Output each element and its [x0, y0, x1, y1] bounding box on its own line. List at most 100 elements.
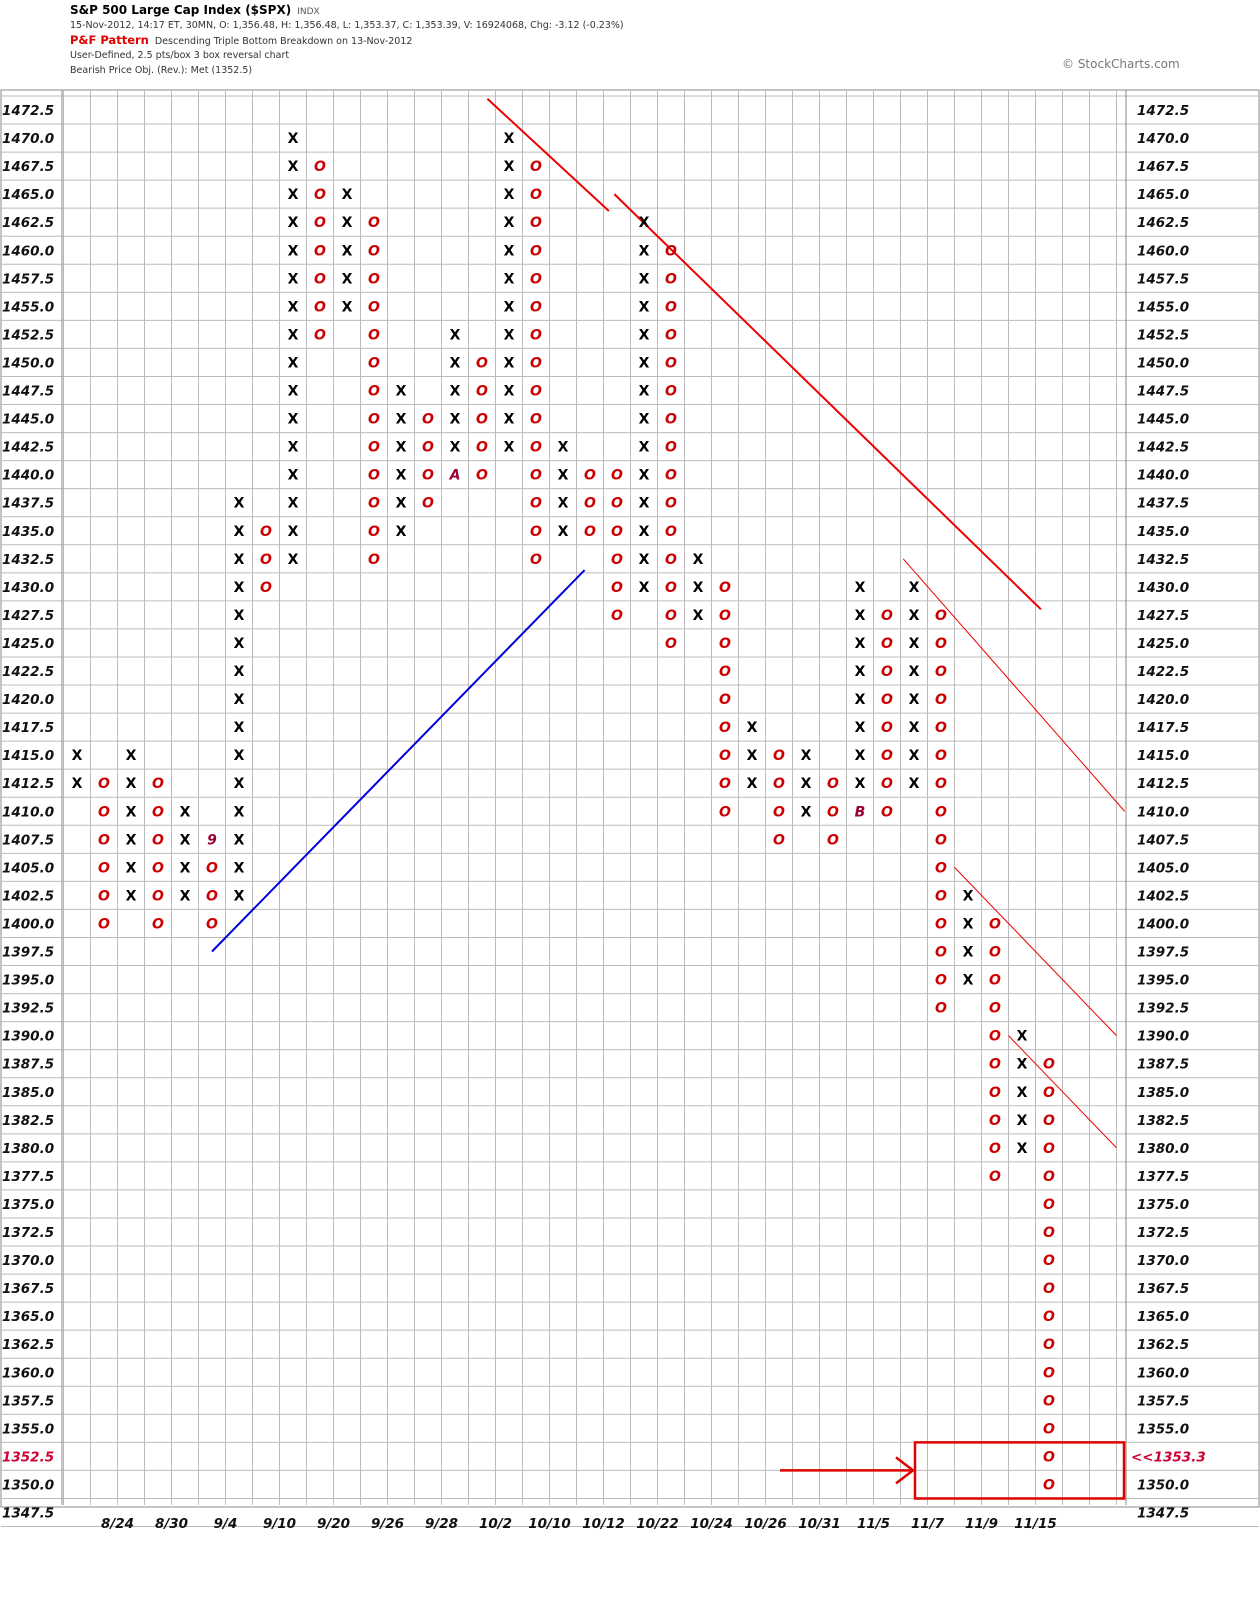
x-mark: X [234, 636, 245, 652]
y-tick-label-left: 1370.0 [2, 1253, 54, 1269]
x-mark: X [639, 524, 650, 540]
y-tick-label-right: 1462.5 [1137, 215, 1189, 231]
x-mark: X [342, 187, 353, 203]
o-mark: O [935, 973, 947, 989]
y-tick-label-right: 1382.5 [1137, 1113, 1189, 1129]
x-mark: X [909, 776, 920, 792]
o-mark: O [1043, 1393, 1055, 1409]
o-mark: O [368, 271, 380, 287]
x-date-label: 11/7 [911, 1516, 945, 1532]
x-mark: X [963, 945, 974, 961]
o-mark: O [665, 412, 677, 428]
x-mark: X [234, 720, 245, 736]
x-mark: X [288, 384, 299, 400]
o-mark: O [989, 1169, 1001, 1185]
y-tick-label-right: 1407.5 [1137, 832, 1189, 848]
y-tick-label-left: 1400.0 [2, 916, 54, 932]
y-tick-label-right: 1347.5 [1137, 1506, 1189, 1522]
x-mark: X [909, 748, 920, 764]
x-date-label: 8/30 [155, 1516, 188, 1532]
o-mark: O [989, 945, 1001, 961]
y-tick-label-left: 1380.0 [2, 1141, 54, 1157]
y-tick-label-right: 1372.5 [1137, 1225, 1189, 1241]
o-mark: O [314, 271, 326, 287]
x-date-label: 10/24 [690, 1516, 733, 1532]
y-tick-label-left: 1405.0 [2, 860, 54, 876]
x-mark: X [234, 888, 245, 904]
x-mark: X [234, 524, 245, 540]
o-mark: O [719, 692, 731, 708]
title-text: S&P 500 Large Cap Index ($SPX) [70, 3, 292, 17]
o-mark: O [935, 720, 947, 736]
x-mark: X [396, 440, 407, 456]
x-mark: X [396, 468, 407, 484]
o-mark: O [152, 916, 164, 932]
o-mark: O [665, 496, 677, 512]
y-tick-label-left: 1455.0 [2, 299, 54, 315]
o-mark: O [476, 440, 488, 456]
y-tick-label-right: 1457.5 [1137, 271, 1189, 287]
y-tick-label-left: 1360.0 [2, 1365, 54, 1381]
o-mark: O [665, 440, 677, 456]
x-mark: X [747, 776, 758, 792]
o-mark: O [1043, 1141, 1055, 1157]
x-mark: X [639, 271, 650, 287]
o-mark: O [665, 608, 677, 624]
x-mark: X [855, 636, 866, 652]
y-tick-label-right: 1385.0 [1137, 1085, 1189, 1101]
y-tick-label-left: 1350.0 [2, 1477, 54, 1493]
o-mark: O [530, 440, 542, 456]
y-tick-label-right: 1350.0 [1137, 1477, 1189, 1493]
pattern-label: P&F Pattern [70, 33, 149, 47]
o-mark: O [530, 215, 542, 231]
o-mark: O [665, 636, 677, 652]
y-tick-label-left: 1367.5 [2, 1281, 54, 1297]
y-tick-label-right: 1437.5 [1137, 496, 1189, 512]
x-mark: X [558, 496, 569, 512]
o-mark: O [584, 468, 596, 484]
x-mark: X [639, 440, 650, 456]
x-mark: X [855, 608, 866, 624]
bearish-resistance-line-thin [902, 558, 1125, 812]
x-mark: X [504, 327, 515, 343]
o-mark: O [530, 355, 542, 371]
x-mark: X [288, 440, 299, 456]
x-mark: X [504, 299, 515, 315]
x-mark: X [450, 327, 461, 343]
o-mark: O [368, 243, 380, 259]
o-mark: O [152, 804, 164, 820]
x-mark: X [234, 496, 245, 512]
x-date-label: 9/20 [317, 1516, 350, 1532]
x-mark: X [639, 243, 650, 259]
x-mark: X [126, 888, 137, 904]
o-mark: O [719, 636, 731, 652]
x-mark: X [288, 187, 299, 203]
x-mark: X [639, 580, 650, 596]
y-tick-label-left: 1397.5 [2, 945, 54, 961]
y-tick-label-right: 1402.5 [1137, 888, 1189, 904]
x-mark: X [639, 496, 650, 512]
o-mark: O [665, 327, 677, 343]
x-mark: X [126, 832, 137, 848]
quote-line: 15-Nov-2012, 14:17 ET, 30MN, O: 1,356.48… [70, 20, 624, 31]
y-tick-label-right: 1412.5 [1137, 776, 1189, 792]
y-tick-label-right: 1367.5 [1137, 1281, 1189, 1297]
x-mark: X [855, 748, 866, 764]
o-mark: O [206, 916, 218, 932]
o-mark: O [1043, 1337, 1055, 1353]
x-date-label: 10/12 [582, 1516, 625, 1532]
x-mark: X [504, 271, 515, 287]
x-mark: X [693, 580, 704, 596]
x-mark: X [801, 804, 812, 820]
o-mark: O [989, 1113, 1001, 1129]
x-mark: X [504, 215, 515, 231]
x-mark: X [558, 524, 569, 540]
o-mark: O [530, 299, 542, 315]
x-mark: X [504, 412, 515, 428]
y-tick-label-right: 1415.0 [1137, 748, 1189, 764]
x-mark: X [234, 608, 245, 624]
o-mark: O [665, 580, 677, 596]
o-mark: O [773, 832, 785, 848]
o-mark: O [206, 888, 218, 904]
o-mark: O [989, 1029, 1001, 1045]
